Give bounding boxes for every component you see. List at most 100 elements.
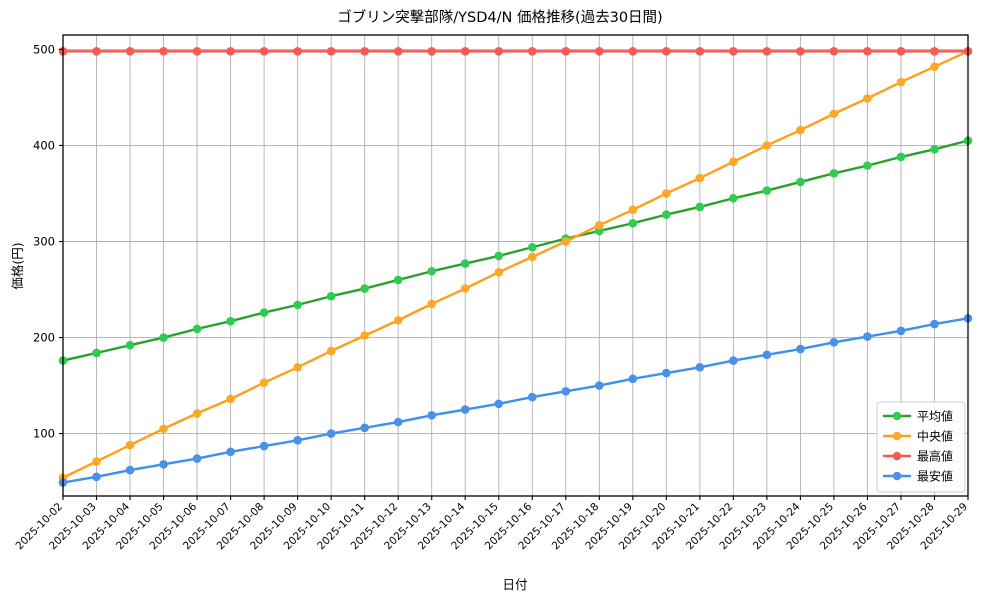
x-axis-ticks: 2025-10-022025-10-032025-10-042025-10-05… xyxy=(13,496,970,552)
data-point-marker xyxy=(628,47,638,56)
data-point-marker xyxy=(125,465,135,475)
legend-label: 平均値 xyxy=(917,409,953,424)
plot-border xyxy=(62,34,969,497)
data-point-marker xyxy=(930,144,939,154)
series-line xyxy=(61,50,970,479)
series-line xyxy=(61,139,970,362)
data-point-marker xyxy=(796,125,805,135)
data-point-marker xyxy=(896,326,906,336)
data-point-marker xyxy=(628,374,638,384)
data-point-marker xyxy=(226,47,235,56)
data-point-marker xyxy=(293,300,302,310)
data-point-marker xyxy=(460,405,470,414)
data-point-marker xyxy=(125,47,135,56)
data-point-marker xyxy=(360,423,369,433)
data-point-marker xyxy=(427,299,437,309)
data-point-marker xyxy=(930,319,939,329)
data-point-marker xyxy=(863,332,872,341)
data-point-marker xyxy=(494,47,504,56)
data-point-marker xyxy=(494,399,504,409)
legend-item[interactable]: 最安値 xyxy=(882,469,953,484)
data-point-marker xyxy=(729,157,738,167)
data-point-marker xyxy=(360,331,369,340)
data-point-marker xyxy=(628,205,638,215)
legend-marker-swatch xyxy=(892,471,902,481)
data-point-marker xyxy=(460,284,470,293)
legend-label: 中央値 xyxy=(917,429,953,444)
data-point-marker xyxy=(226,316,235,326)
data-point-marker xyxy=(762,141,772,150)
data-point-marker xyxy=(427,411,437,420)
axes-frame xyxy=(62,34,969,497)
data-point-marker xyxy=(125,340,135,350)
data-point-marker xyxy=(729,47,738,56)
legend-item[interactable]: 平均値 xyxy=(882,409,953,424)
legend-label: 最安値 xyxy=(917,469,953,484)
y-tick-label: 100 xyxy=(33,427,55,441)
data-point-marker xyxy=(92,47,101,56)
data-point-marker xyxy=(930,62,939,71)
data-point-marker xyxy=(829,109,839,119)
data-point-marker xyxy=(662,368,671,378)
series-line xyxy=(61,317,970,484)
data-point-marker xyxy=(460,47,470,56)
data-point-marker xyxy=(326,346,336,356)
data-point-marker xyxy=(293,436,302,445)
data-point-marker xyxy=(829,169,839,178)
data-point-marker xyxy=(427,266,437,276)
legend-label: 最高値 xyxy=(917,449,953,464)
data-point-marker xyxy=(92,457,101,466)
data-point-marker xyxy=(92,472,101,482)
x-axis-label: 日付 xyxy=(502,577,527,592)
data-point-marker xyxy=(192,47,202,56)
data-point-marker xyxy=(159,47,168,56)
data-point-marker xyxy=(226,447,235,457)
data-point-marker xyxy=(796,177,805,187)
data-point-marker xyxy=(326,291,336,301)
data-point-marker xyxy=(762,350,772,360)
data-point-marker xyxy=(360,284,369,293)
data-point-marker xyxy=(293,47,302,56)
data-point-marker xyxy=(393,417,403,427)
data-point-marker xyxy=(192,454,202,463)
data-point-marker xyxy=(896,47,906,56)
chart-title: ゴブリン突撃部隊/YSD4/N 価格推移(過去30日間) xyxy=(337,8,662,26)
data-point-marker xyxy=(360,47,369,56)
data-series xyxy=(58,314,973,487)
data-point-marker xyxy=(662,189,671,198)
data-point-marker xyxy=(226,394,235,404)
data-point-marker xyxy=(326,47,336,56)
data-point-marker xyxy=(527,392,537,402)
data-point-marker xyxy=(561,387,571,396)
data-point-marker xyxy=(326,429,336,438)
data-point-marker xyxy=(393,315,403,325)
data-point-marker xyxy=(695,47,705,56)
legend-marker-swatch xyxy=(892,431,902,441)
data-point-marker xyxy=(930,47,939,56)
data-point-marker xyxy=(259,441,269,451)
data-point-marker xyxy=(293,363,302,372)
data-point-marker xyxy=(896,77,906,87)
legend-item[interactable]: 最高値 xyxy=(882,449,953,464)
data-point-marker xyxy=(259,308,269,317)
legend-item[interactable]: 中央値 xyxy=(882,429,953,444)
data-point-marker xyxy=(527,252,537,262)
data-point-marker xyxy=(494,267,504,277)
data-point-marker xyxy=(92,348,101,358)
series-layer xyxy=(58,47,973,487)
data-series xyxy=(58,47,973,56)
data-point-marker xyxy=(494,251,504,261)
y-tick-label: 300 xyxy=(33,234,55,248)
data-point-marker xyxy=(159,460,168,469)
legend-marker-swatch xyxy=(892,451,902,461)
data-series xyxy=(58,136,973,365)
data-point-marker xyxy=(896,152,906,162)
data-point-marker xyxy=(427,47,437,56)
y-axis-label: 価格(円) xyxy=(10,242,25,289)
data-point-marker xyxy=(527,47,537,56)
legend-marker-swatch xyxy=(892,411,902,421)
data-point-marker xyxy=(393,275,403,285)
data-point-marker xyxy=(595,381,604,390)
